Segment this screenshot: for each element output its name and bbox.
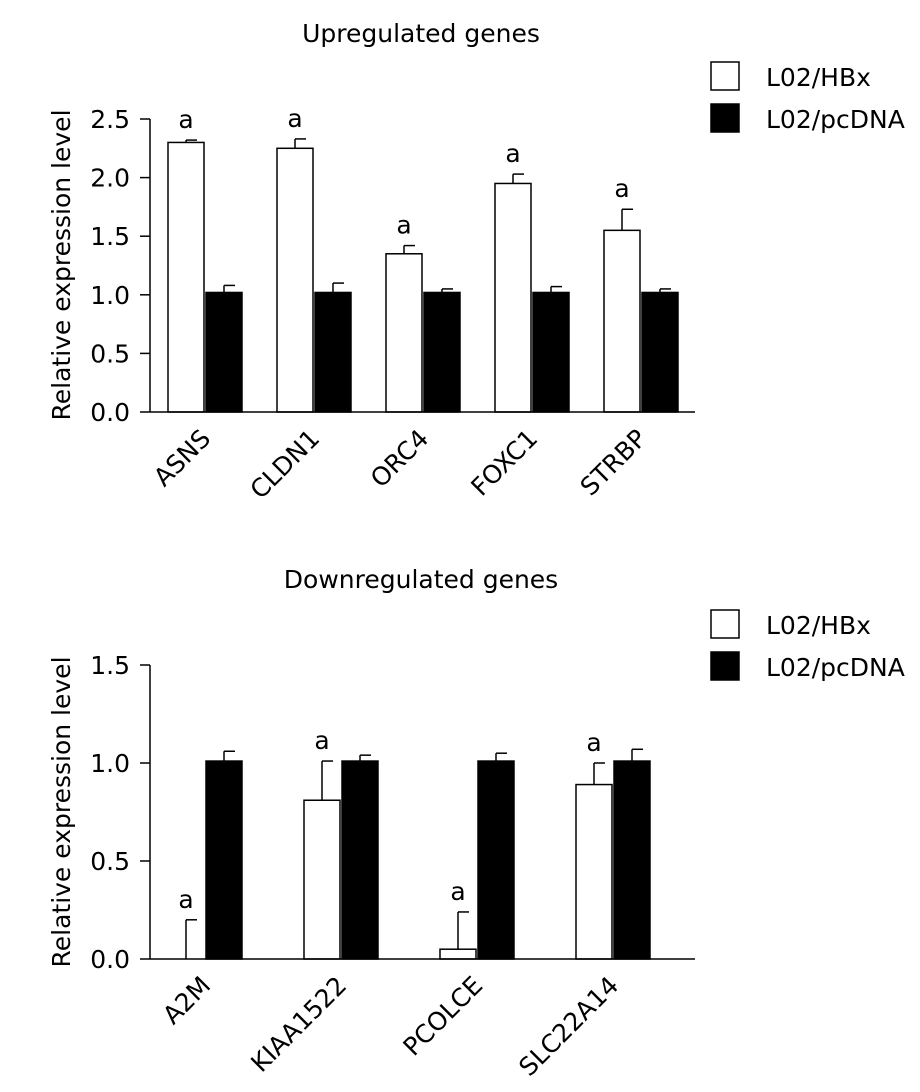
bars <box>167 141 679 413</box>
y-tick-label: 0.0 <box>90 945 130 974</box>
y-tick-label: 1.0 <box>90 749 130 778</box>
bar-hbx <box>439 948 477 960</box>
axes <box>149 119 695 413</box>
x-tick-label: PCOLCE <box>397 971 488 1062</box>
bar-pcdna <box>341 760 379 960</box>
legend-swatch-pcdna <box>710 651 740 681</box>
significance-label: a <box>178 885 193 914</box>
y-ticks: 0.0 0.5 1.0 1.5 2.0 2.5 <box>90 105 150 427</box>
legend-label-hbx: L02/HBx <box>766 611 871 640</box>
y-tick-label: 0.5 <box>90 847 130 876</box>
legend-label-hbx: L02/HBx <box>766 63 871 92</box>
x-tick-label: ASNS <box>148 424 216 492</box>
bar-hbx <box>385 253 423 413</box>
x-tick-label: CLDN1 <box>244 424 325 505</box>
bar-hbx <box>575 783 613 960</box>
y-ticks: 0.0 0.5 1.0 1.5 <box>90 651 150 974</box>
bar-pcdna <box>641 291 679 413</box>
significance-labels: a a a a a <box>178 104 629 240</box>
x-ticks: ASNS CLDN1 ORC4 FOXC1 STRBP <box>148 424 652 505</box>
x-tick-label: ORC4 <box>365 424 434 493</box>
significance-label: a <box>614 174 629 203</box>
y-tick-label: 0.5 <box>90 339 130 368</box>
legend: L02/HBx L02/pcDNA <box>710 61 905 134</box>
bar-pcdna <box>532 291 570 413</box>
bar-pcdna <box>477 760 515 960</box>
x-tick-label: KIAA1522 <box>245 971 352 1078</box>
axes <box>149 665 695 960</box>
significance-labels: a a a a <box>178 726 601 914</box>
bar-pcdna <box>423 291 461 413</box>
significance-label: a <box>287 104 302 133</box>
y-tick-label: 2.5 <box>90 105 130 134</box>
x-tick-label: STRBP <box>575 424 653 502</box>
y-tick-label: 0.0 <box>90 398 130 427</box>
bar-hbx <box>494 182 532 413</box>
significance-label: a <box>586 728 601 757</box>
bar-pcdna <box>314 291 352 413</box>
chart-title: Upregulated genes <box>302 19 540 48</box>
legend-swatch-hbx <box>710 609 740 639</box>
significance-label: a <box>450 877 465 906</box>
significance-label: a <box>505 139 520 168</box>
bar-hbx <box>303 799 341 960</box>
y-tick-label: 1.5 <box>90 651 130 680</box>
y-axis-label: Relative expression level <box>47 656 76 967</box>
y-tick-label: 1.0 <box>90 281 130 310</box>
upregulated-chart: Upregulated genes Relative expression le… <box>47 19 905 505</box>
significance-label: a <box>178 105 193 134</box>
legend-swatch-hbx <box>710 61 740 91</box>
bar-hbx <box>276 147 314 413</box>
significance-label: a <box>314 726 329 755</box>
x-tick-label: SLC22A14 <box>513 971 624 1082</box>
legend-label-pcdna: L02/pcDNA <box>766 653 905 682</box>
y-tick-label: 1.5 <box>90 222 130 251</box>
x-ticks: A2M KIAA1522 PCOLCE SLC22A14 <box>157 971 624 1082</box>
legend-swatch-pcdna <box>710 103 740 133</box>
y-axis-label: Relative expression level <box>47 109 76 420</box>
bars <box>205 760 651 960</box>
error-bars <box>185 138 671 293</box>
significance-label: a <box>396 211 411 240</box>
downregulated-chart: Downregulated genes Relative expression … <box>47 565 905 1082</box>
y-tick-label: 2.0 <box>90 164 130 193</box>
bar-pcdna <box>613 760 651 960</box>
x-tick-label: A2M <box>157 971 216 1030</box>
bar-pcdna <box>205 291 243 413</box>
bar-hbx <box>603 229 641 413</box>
bar-hbx <box>167 141 205 413</box>
legend: L02/HBx L02/pcDNA <box>710 609 905 682</box>
error-bars <box>185 748 643 959</box>
bar-pcdna <box>205 760 243 960</box>
x-tick-label: FOXC1 <box>465 424 543 502</box>
legend-label-pcdna: L02/pcDNA <box>766 105 905 134</box>
chart-title: Downregulated genes <box>284 565 558 594</box>
